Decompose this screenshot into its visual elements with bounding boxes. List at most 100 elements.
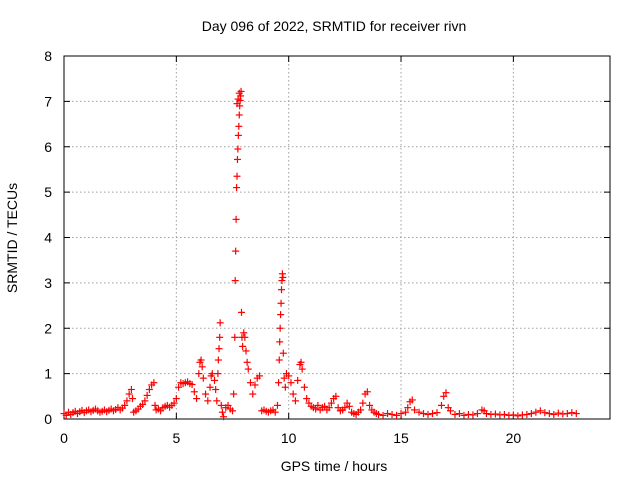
data-point [276, 338, 284, 346]
data-point [195, 370, 203, 378]
data-point [300, 383, 308, 391]
data-point [233, 184, 241, 192]
data-point [500, 410, 508, 418]
y-tick-label: 4 [44, 230, 52, 246]
data-point [275, 379, 283, 387]
data-point [239, 342, 247, 350]
data-point [271, 408, 279, 416]
data-point [249, 390, 257, 398]
data-point [231, 277, 239, 285]
data-point [514, 412, 522, 420]
data-point [197, 356, 205, 364]
data-point [238, 308, 246, 316]
data-point [212, 386, 220, 394]
data-point [198, 363, 206, 371]
data-point [393, 411, 401, 419]
data-point [411, 406, 419, 414]
data-point [244, 365, 252, 373]
y-tick-label: 8 [44, 48, 52, 64]
data-point [251, 381, 259, 389]
data-point [241, 333, 249, 341]
data-point [491, 410, 499, 418]
data-point [243, 358, 251, 366]
data-point [231, 333, 239, 341]
data-series [60, 87, 580, 421]
data-point [188, 381, 196, 389]
data-point [397, 410, 405, 418]
data-point [541, 409, 549, 417]
x-tick-label: 10 [281, 430, 297, 446]
data-point [242, 347, 250, 355]
data-point [294, 376, 302, 384]
data-point [233, 155, 241, 163]
data-point [123, 397, 131, 405]
data-point [437, 401, 445, 409]
data-point [563, 410, 571, 418]
data-point [363, 388, 371, 396]
data-point [190, 388, 198, 396]
x-axis-label: GPS time / hours [281, 458, 388, 474]
data-point [572, 410, 580, 418]
data-point [289, 390, 297, 398]
data-point [424, 410, 432, 418]
grid [64, 56, 610, 419]
data-point [287, 379, 295, 387]
data-point [298, 365, 306, 373]
data-point [273, 401, 281, 409]
data-point [314, 401, 322, 409]
y-tick-label: 3 [44, 275, 52, 291]
data-point [213, 397, 221, 405]
data-point [357, 406, 365, 414]
data-point [175, 383, 183, 391]
data-point [204, 397, 212, 405]
data-point [291, 397, 299, 405]
data-point [415, 408, 423, 416]
data-point [234, 145, 242, 153]
x-tick-label: 5 [172, 430, 180, 446]
data-point [281, 383, 289, 391]
data-point [211, 376, 219, 384]
x-tick-label: 0 [60, 430, 68, 446]
chart-title: Day 096 of 2022, SRMTID for receiver riv… [202, 18, 467, 34]
data-point [235, 111, 243, 119]
data-point [473, 410, 481, 418]
y-tick-label: 2 [44, 320, 52, 336]
data-point [278, 277, 286, 285]
data-point [532, 408, 540, 416]
data-point [151, 401, 159, 409]
y-tick-label: 7 [44, 93, 52, 109]
data-point [240, 329, 248, 337]
data-point [325, 404, 333, 412]
data-point [404, 404, 412, 412]
data-point [229, 407, 237, 415]
data-point [233, 172, 241, 180]
data-point [139, 400, 147, 408]
data-point [234, 131, 242, 139]
y-tick-label: 1 [44, 366, 52, 382]
data-point [446, 407, 454, 415]
data-point [332, 392, 340, 400]
data-point [233, 100, 241, 108]
data-point [379, 411, 387, 419]
data-point [220, 413, 228, 421]
data-point [554, 409, 562, 417]
data-point [234, 95, 242, 103]
data-point [402, 408, 410, 416]
data-point [141, 397, 149, 405]
data-point [214, 370, 222, 378]
data-point [230, 390, 238, 398]
data-point [129, 395, 137, 403]
y-tick-label: 5 [44, 184, 52, 200]
data-point [384, 410, 392, 418]
data-point [442, 389, 450, 397]
data-point [121, 401, 129, 409]
data-point [509, 411, 517, 419]
x-tick-label: 20 [506, 430, 522, 446]
data-point [214, 356, 222, 364]
data-point [375, 410, 383, 418]
data-point [341, 404, 349, 412]
data-point [235, 89, 243, 97]
data-point [224, 401, 232, 409]
data-point [428, 410, 436, 418]
